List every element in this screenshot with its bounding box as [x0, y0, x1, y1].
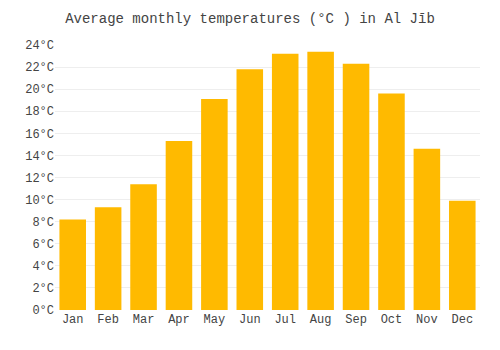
svg-text:Average monthly temperatures (: Average monthly temperatures (°C ) in Al… — [65, 11, 435, 27]
svg-text:Apr: Apr — [168, 313, 190, 327]
svg-text:May: May — [204, 313, 226, 327]
svg-text:Aug: Aug — [310, 313, 332, 327]
svg-text:8°C: 8°C — [32, 216, 54, 230]
svg-text:14°C: 14°C — [25, 150, 54, 164]
svg-text:Feb: Feb — [97, 313, 119, 327]
svg-text:Oct: Oct — [381, 313, 403, 327]
svg-text:6°C: 6°C — [32, 238, 54, 252]
svg-text:10°C: 10°C — [25, 194, 54, 208]
svg-text:24°C: 24°C — [25, 39, 54, 53]
svg-text:20°C: 20°C — [25, 83, 54, 97]
svg-text:Dec: Dec — [451, 313, 473, 327]
svg-text:Jan: Jan — [62, 313, 84, 327]
svg-text:18°C: 18°C — [25, 105, 54, 119]
svg-text:12°C: 12°C — [25, 172, 54, 186]
svg-text:Mar: Mar — [133, 313, 155, 327]
svg-text:Jun: Jun — [239, 313, 261, 327]
svg-text:4°C: 4°C — [32, 260, 54, 274]
svg-text:Nov: Nov — [416, 313, 438, 327]
svg-text:22°C: 22°C — [25, 61, 54, 75]
svg-text:Jul: Jul — [274, 313, 296, 327]
svg-text:0°C: 0°C — [32, 304, 54, 318]
svg-text:16°C: 16°C — [25, 128, 54, 142]
svg-text:Sep: Sep — [345, 313, 367, 327]
svg-text:2°C: 2°C — [32, 282, 54, 296]
